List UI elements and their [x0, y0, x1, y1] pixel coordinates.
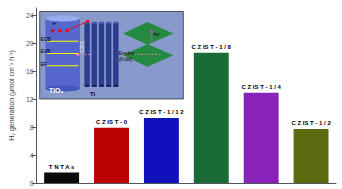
svg-text:EVB: EVB: [40, 48, 51, 54]
svg-text:24: 24: [26, 12, 34, 19]
svg-text:16: 16: [26, 68, 34, 75]
svg-text:TiO₂: TiO₂: [49, 87, 64, 94]
svg-text:C Z IS T - 1 / 8: C Z IS T - 1 / 8: [192, 44, 232, 50]
svg-text:Ti: Ti: [90, 91, 96, 97]
svg-text:(Kubl): (Kubl): [119, 56, 133, 62]
svg-text:H₂ generation (μmol cm⁻² h⁻¹): H₂ generation (μmol cm⁻² h⁻¹): [8, 50, 16, 141]
svg-text:8: 8: [30, 124, 34, 131]
svg-text:CZIS: CZIS: [79, 41, 85, 53]
svg-text:T N T A s: T N T A s: [49, 164, 75, 170]
svg-text:4: 4: [30, 152, 34, 159]
svg-text:0: 0: [30, 180, 34, 187]
svg-text:EF: EF: [40, 61, 46, 67]
svg-text:C Z IS T - 1 / 1 2: C Z IS T - 1 / 1 2: [139, 109, 184, 115]
svg-text:12: 12: [26, 96, 34, 103]
svg-text:ECB: ECB: [40, 36, 51, 42]
svg-text:20: 20: [26, 40, 34, 47]
svg-text:C Z IS T - 0: C Z IS T - 0: [96, 119, 128, 125]
svg-text:Eredox: Eredox: [118, 50, 135, 57]
svg-text:hν: hν: [153, 31, 159, 37]
svg-text:C Z IS T - 1 / 2: C Z IS T - 1 / 2: [291, 120, 331, 126]
svg-text:e⁻: e⁻: [53, 20, 58, 26]
svg-text:C Z IS T - 1 / 4: C Z IS T - 1 / 4: [241, 84, 281, 90]
